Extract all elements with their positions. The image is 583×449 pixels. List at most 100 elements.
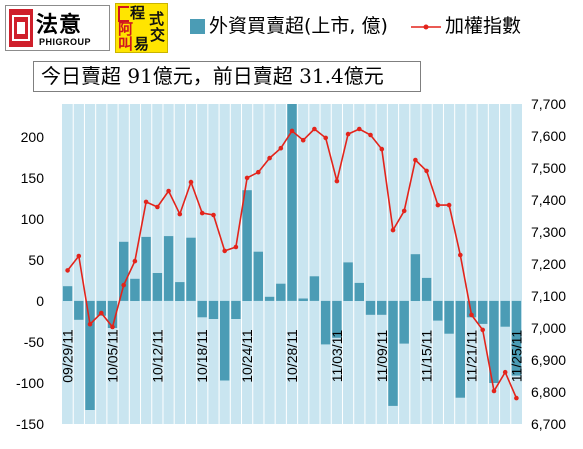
x-tick-label: 10/24/11 xyxy=(239,329,255,383)
bar xyxy=(444,300,454,334)
y-right-tick-label: 6,700 xyxy=(531,416,566,432)
x-tick-label: 10/05/11 xyxy=(105,329,121,383)
index-point xyxy=(155,204,160,210)
y-left-axis: 200 150 100 50 0 -50 -100 -150 xyxy=(16,129,44,432)
bar xyxy=(85,300,95,410)
index-point xyxy=(222,248,227,254)
bar xyxy=(343,262,353,301)
bar xyxy=(489,300,499,383)
bar xyxy=(152,273,163,301)
bar xyxy=(421,277,432,301)
bar xyxy=(242,190,252,301)
bar xyxy=(478,300,488,324)
y-right-tick-label: 7,200 xyxy=(531,256,566,272)
bar xyxy=(264,296,275,301)
y-left-tick-label: -100 xyxy=(16,375,44,391)
logo-char: 易 xyxy=(134,35,150,53)
bar-series xyxy=(62,104,522,410)
bar xyxy=(141,236,151,301)
index-point xyxy=(312,126,317,132)
x-tick-label: 10/12/11 xyxy=(149,329,165,383)
index-point xyxy=(390,227,396,233)
index-point xyxy=(65,268,70,273)
bar xyxy=(186,237,196,301)
bar xyxy=(332,300,342,338)
index-point xyxy=(132,258,138,264)
y-left-tick-label: 100 xyxy=(21,211,45,227)
logo-char: 程 xyxy=(130,4,146,22)
bar xyxy=(433,300,443,321)
index-point xyxy=(323,135,329,141)
index-point xyxy=(166,188,171,194)
x-tick-label: 11/09/11 xyxy=(374,330,390,383)
x-axis-labels: 09/29/11 10/05/11 10/12/11 10/18/11 10/24/11… xyxy=(60,329,525,383)
index-point xyxy=(379,146,385,152)
index-point xyxy=(413,157,418,163)
vertical-gridlines xyxy=(72,104,512,424)
bar xyxy=(410,254,421,301)
phigroup-logo: 法意 PHIGROUP xyxy=(5,5,110,51)
index-point xyxy=(211,212,216,218)
x-tick-label: 11/15/11 xyxy=(419,330,435,383)
y-right-tick-label: 6,800 xyxy=(531,384,566,400)
index-point xyxy=(289,128,295,134)
bar xyxy=(354,282,364,301)
bar xyxy=(276,283,286,301)
y-right-tick-label: 7,100 xyxy=(531,288,566,304)
y-left-tick-label: 50 xyxy=(28,252,44,268)
annotation-box: 今日賣超 91億元，前日賣超 31.4億元 xyxy=(33,61,421,92)
index-point xyxy=(255,169,261,175)
index-point xyxy=(424,168,429,174)
bar xyxy=(253,251,263,301)
y-left-tick-label: 150 xyxy=(21,170,45,186)
index-point xyxy=(458,252,463,258)
bar xyxy=(119,241,129,301)
bar xyxy=(220,300,230,381)
bar xyxy=(455,300,465,398)
logo-char: 交 xyxy=(150,26,166,44)
legend-line-dot xyxy=(423,24,429,30)
index-point xyxy=(99,310,104,316)
index-point xyxy=(491,388,497,394)
x-tick-label: 09/29/11 xyxy=(60,329,76,383)
bar xyxy=(320,300,331,345)
phigroup-mark-icon xyxy=(9,9,33,47)
index-point xyxy=(345,131,351,137)
bar xyxy=(287,104,297,301)
logo-char: 叫 xyxy=(118,35,134,53)
bar xyxy=(231,300,241,319)
bar xyxy=(500,300,510,327)
index-point xyxy=(143,199,149,205)
index-point xyxy=(357,126,362,132)
index-point xyxy=(278,145,284,151)
legend-line-label: 加權指數 xyxy=(445,15,522,37)
y-right-tick-label: 7,500 xyxy=(531,160,566,176)
y-left-tick-label: -50 xyxy=(24,334,44,350)
bar xyxy=(377,300,387,315)
index-point xyxy=(188,179,194,185)
index-point xyxy=(469,312,474,318)
bar xyxy=(466,300,477,318)
y-right-axis: 7,700 7,600 7,500 7,400 7,300 7,200 7,100 7,000… xyxy=(531,96,566,432)
index-point xyxy=(514,395,519,401)
index-point xyxy=(87,321,93,327)
bar xyxy=(175,282,185,301)
bar xyxy=(197,300,207,318)
index-point xyxy=(121,282,126,288)
legend-bar-label: 外資買賣超(上市, 億) xyxy=(209,15,388,37)
index-point xyxy=(267,155,272,161)
y-right-tick-label: 7,400 xyxy=(531,192,566,208)
index-point xyxy=(300,137,306,143)
index-point xyxy=(110,324,115,330)
index-point xyxy=(177,211,183,217)
program-trading-logo: 程 式 阿 交 叫 易 xyxy=(115,3,168,53)
index-point xyxy=(244,175,250,181)
x-tick-label: 10/18/11 xyxy=(194,329,210,383)
logo-char: 阿 xyxy=(118,20,134,38)
bar xyxy=(96,300,106,316)
bar xyxy=(74,300,84,320)
x-tick-label: 11/03/11 xyxy=(329,330,345,383)
x-tick-label: 10/28/11 xyxy=(284,329,300,383)
bar xyxy=(208,300,219,319)
legend-bar-swatch xyxy=(190,19,205,34)
